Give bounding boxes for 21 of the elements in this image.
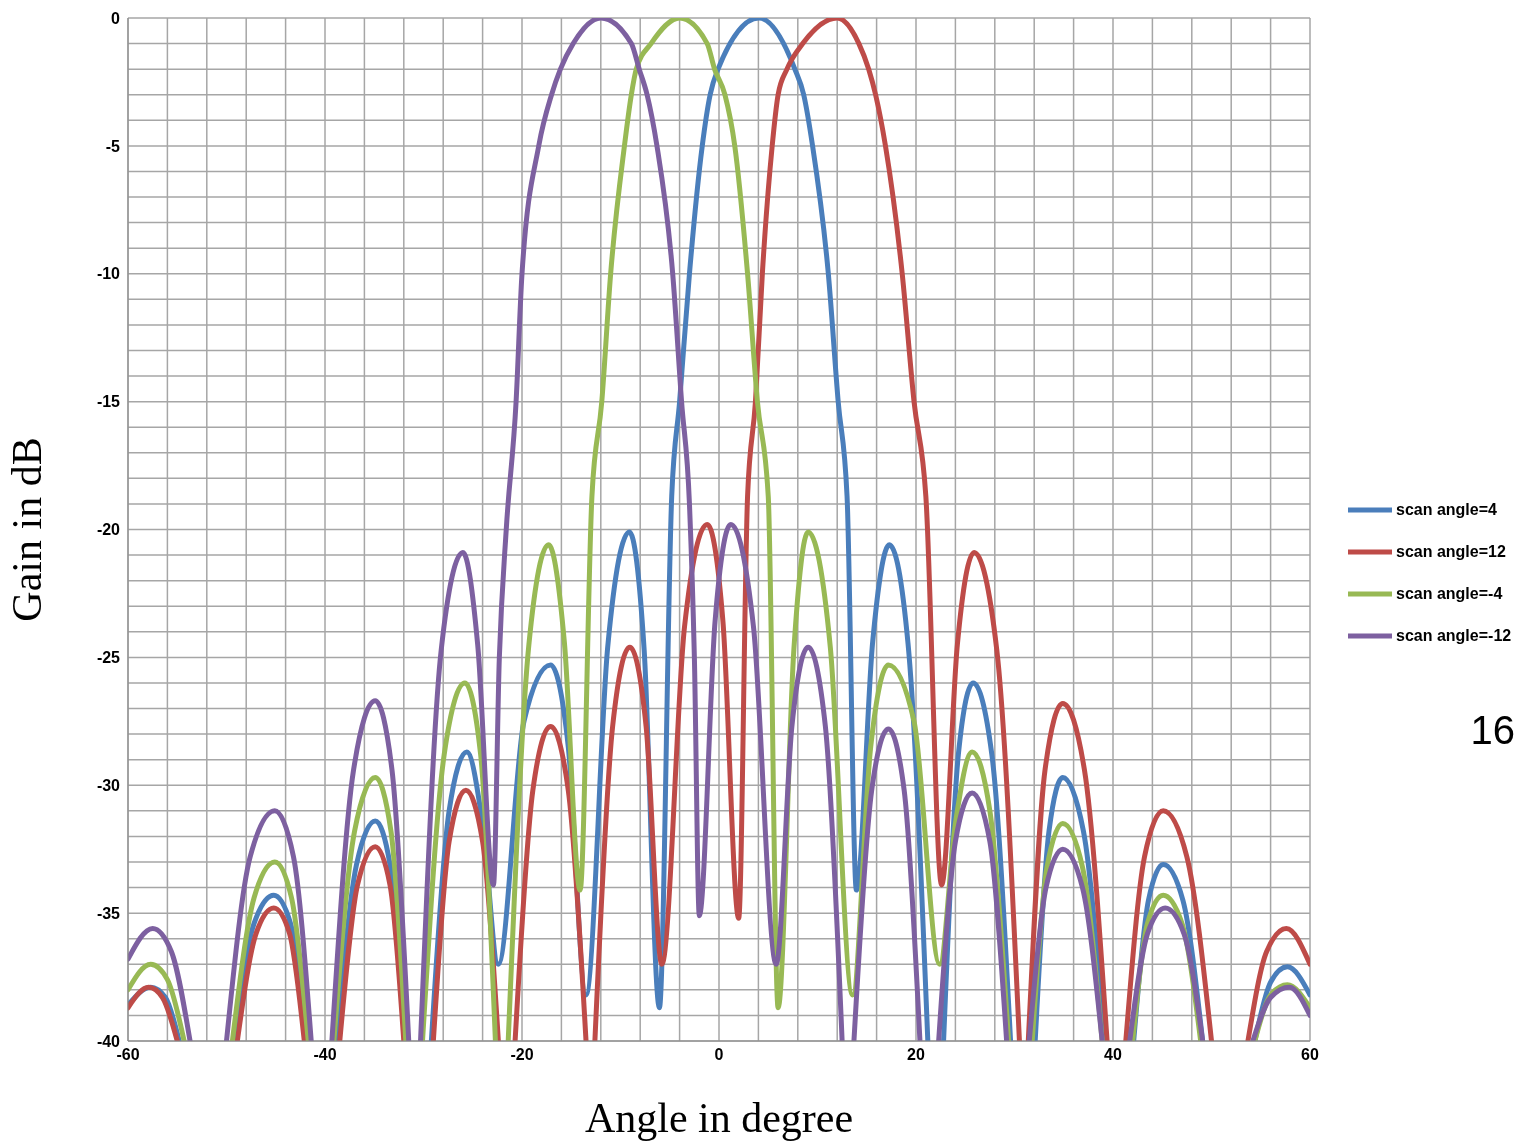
x-axis-title: Angle in degree xyxy=(584,1095,854,1141)
legend-label: scan angle=4 xyxy=(1396,501,1497,519)
text: 16 xyxy=(1470,708,1515,753)
y-tick-label: -15 xyxy=(96,393,121,411)
y-tick-label: -30 xyxy=(96,776,121,794)
legend-label: scan angle=-4 xyxy=(1396,585,1503,603)
y-tick-label: -35 xyxy=(96,904,121,922)
legend-label: scan angle=-12 xyxy=(1396,627,1512,645)
x-tick-label: -40 xyxy=(313,1046,337,1064)
y-tick-label: -5 xyxy=(105,137,121,155)
y-tick-label: -10 xyxy=(96,265,121,283)
legend-label: scan angle=12 xyxy=(1396,543,1506,561)
y-tick-label: 0 xyxy=(111,9,121,27)
y-tick-label: -20 xyxy=(96,521,121,539)
y-axis-title: Gain in dB xyxy=(3,437,50,622)
x-tick-label: 20 xyxy=(907,1046,925,1064)
x-tick-label: 40 xyxy=(1104,1046,1122,1064)
x-tick-label: 60 xyxy=(1301,1046,1319,1064)
x-tick-label: 0 xyxy=(714,1046,724,1064)
y-tick-label: -25 xyxy=(96,649,121,667)
x-tick-label: -20 xyxy=(510,1046,534,1064)
